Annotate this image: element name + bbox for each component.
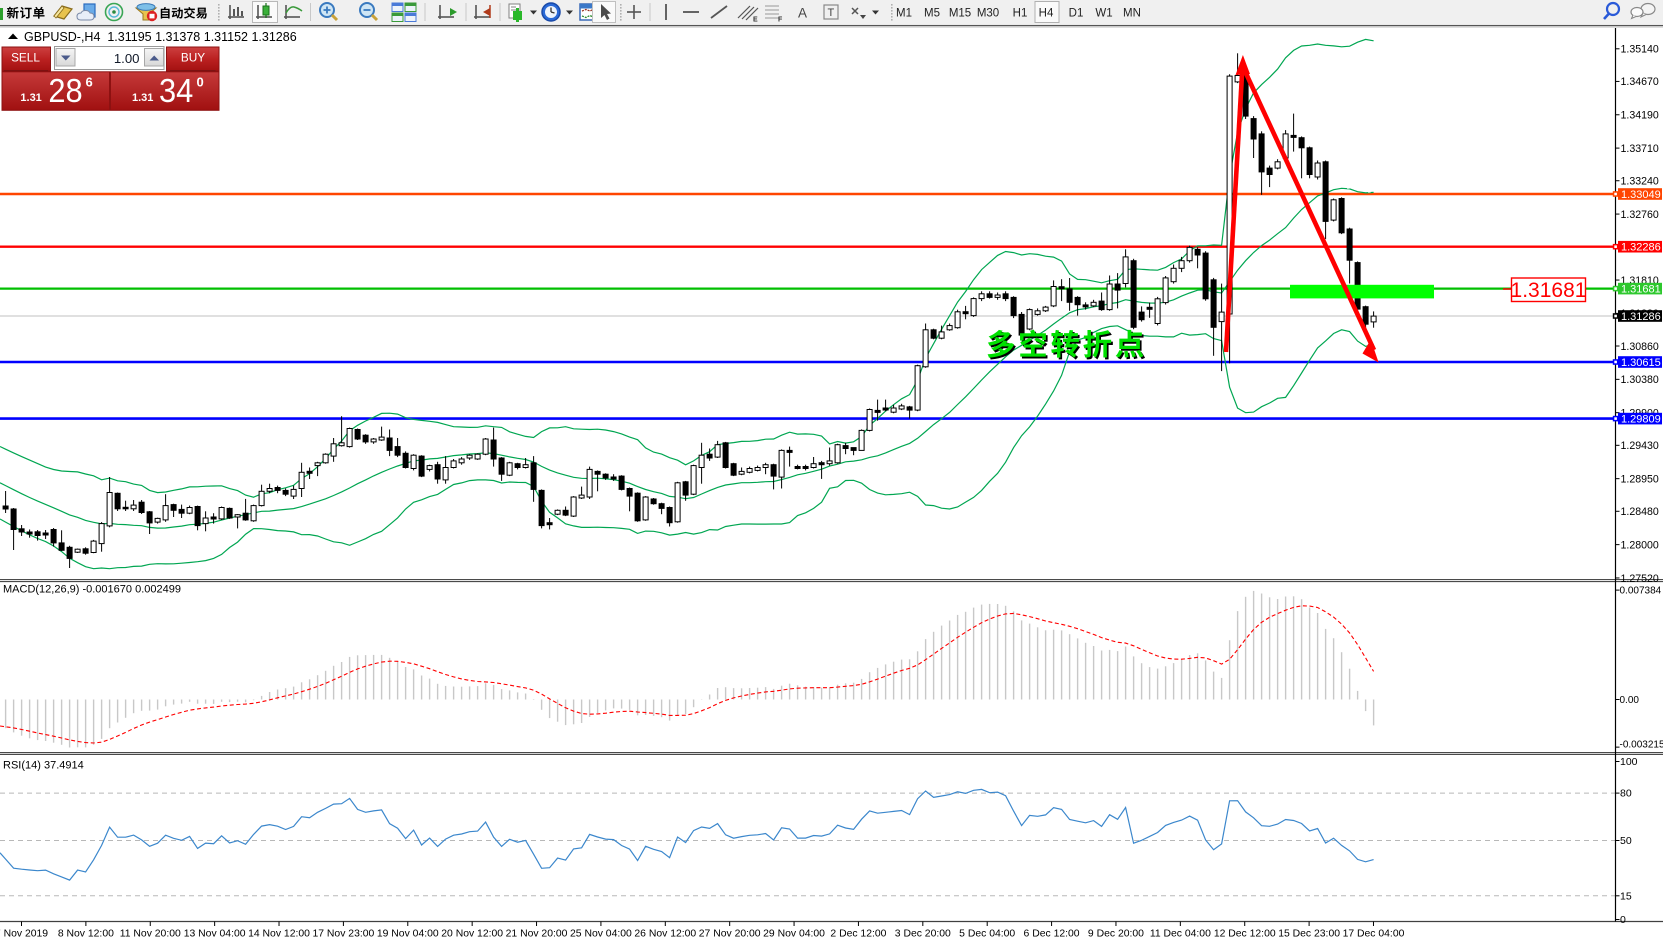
svg-text:H4: H4 bbox=[1039, 8, 1054, 20]
svg-text:1.29430: 1.29430 bbox=[1621, 440, 1659, 452]
svg-text:SELL: SELL bbox=[11, 51, 40, 65]
svg-text:GBPUSD-,H4 1.31195 1.31378 1.: GBPUSD-,H4 1.31195 1.31378 1.31152 1.312… bbox=[24, 30, 297, 44]
svg-text:0.007384: 0.007384 bbox=[1620, 586, 1662, 597]
svg-text:1.30860: 1.30860 bbox=[1621, 341, 1659, 353]
svg-text:17 Nov 23:00: 17 Nov 23:00 bbox=[312, 929, 374, 940]
svg-text:T: T bbox=[828, 7, 835, 19]
svg-text:1.34190: 1.34190 bbox=[1621, 110, 1659, 122]
svg-text:26 Nov 12:00: 26 Nov 12:00 bbox=[634, 929, 696, 940]
svg-text:1.33240: 1.33240 bbox=[1621, 176, 1659, 188]
svg-text:1.31: 1.31 bbox=[20, 92, 41, 104]
svg-text:6 Dec 12:00: 6 Dec 12:00 bbox=[1024, 929, 1080, 940]
svg-text:1.33049: 1.33049 bbox=[1621, 189, 1661, 201]
svg-text:E: E bbox=[753, 17, 758, 24]
svg-text:1.34670: 1.34670 bbox=[1621, 76, 1659, 88]
svg-text:80: 80 bbox=[1620, 788, 1632, 800]
svg-text:1.35140: 1.35140 bbox=[1621, 44, 1659, 56]
svg-text:M5: M5 bbox=[924, 8, 940, 20]
svg-text:1.31681: 1.31681 bbox=[1621, 284, 1661, 296]
svg-text:21 Nov 20:00: 21 Nov 20:00 bbox=[506, 929, 568, 940]
svg-text:1.31681: 1.31681 bbox=[1511, 279, 1587, 302]
svg-text:1.29809: 1.29809 bbox=[1621, 414, 1661, 426]
svg-text:1.00: 1.00 bbox=[114, 51, 140, 66]
svg-text:12 Dec 12:00: 12 Dec 12:00 bbox=[1214, 929, 1276, 940]
svg-text:A: A bbox=[798, 6, 807, 21]
svg-text:50: 50 bbox=[1620, 835, 1632, 847]
svg-text:14 Nov 12:00: 14 Nov 12:00 bbox=[248, 929, 310, 940]
svg-text:29 Nov 04:00: 29 Nov 04:00 bbox=[763, 929, 825, 940]
svg-text:0.00: 0.00 bbox=[1620, 695, 1640, 706]
svg-text:M1: M1 bbox=[896, 8, 912, 20]
svg-text:3 Dec 20:00: 3 Dec 20:00 bbox=[895, 929, 951, 940]
svg-text:M15: M15 bbox=[949, 8, 971, 20]
svg-text:19 Nov 04:00: 19 Nov 04:00 bbox=[377, 929, 439, 940]
svg-text:9 Dec 20:00: 9 Dec 20:00 bbox=[1088, 929, 1144, 940]
svg-text:1.31: 1.31 bbox=[132, 92, 153, 104]
svg-text:1.27520: 1.27520 bbox=[1621, 573, 1659, 585]
svg-text:11 Nov 20:00: 11 Nov 20:00 bbox=[120, 929, 181, 940]
svg-text:8 Nov 12:00: 8 Nov 12:00 bbox=[58, 929, 114, 940]
svg-text:1.30380: 1.30380 bbox=[1621, 374, 1659, 386]
svg-text:5 Dec 04:00: 5 Dec 04:00 bbox=[959, 929, 1015, 940]
svg-text:11 Dec 04:00: 11 Dec 04:00 bbox=[1150, 929, 1211, 940]
svg-text:25 Nov 04:00: 25 Nov 04:00 bbox=[570, 929, 632, 940]
svg-text:1.32286: 1.32286 bbox=[1621, 242, 1661, 254]
svg-text:1.32760: 1.32760 bbox=[1621, 209, 1659, 221]
svg-text:1.33710: 1.33710 bbox=[1621, 143, 1659, 155]
svg-text:MN: MN bbox=[1123, 8, 1141, 20]
svg-text:0: 0 bbox=[197, 75, 204, 90]
svg-text:H1: H1 bbox=[1013, 8, 1028, 20]
svg-text:D1: D1 bbox=[1069, 8, 1084, 20]
svg-text:28: 28 bbox=[48, 72, 82, 109]
svg-text:W1: W1 bbox=[1095, 8, 1112, 20]
svg-text:-0.003215: -0.003215 bbox=[1620, 740, 1663, 751]
svg-text:1.30615: 1.30615 bbox=[1621, 357, 1661, 369]
svg-text:17 Dec 04:00: 17 Dec 04:00 bbox=[1343, 929, 1405, 940]
svg-text:1.28950: 1.28950 bbox=[1621, 473, 1659, 485]
svg-text:13 Nov 04:00: 13 Nov 04:00 bbox=[184, 929, 246, 940]
svg-text:1.28480: 1.28480 bbox=[1621, 506, 1659, 518]
svg-text:BUY: BUY bbox=[181, 51, 205, 65]
svg-text:2 Dec 12:00: 2 Dec 12:00 bbox=[830, 929, 886, 940]
svg-text:15: 15 bbox=[1620, 890, 1632, 902]
svg-text:0: 0 bbox=[1620, 914, 1626, 926]
svg-text:F: F bbox=[778, 17, 783, 24]
svg-text:RSI(14) 37.4914: RSI(14) 37.4914 bbox=[3, 760, 84, 772]
svg-text:1.31286: 1.31286 bbox=[1621, 311, 1661, 323]
svg-text:7 Nov 2019: 7 Nov 2019 bbox=[0, 929, 48, 940]
svg-text:27 Nov 20:00: 27 Nov 20:00 bbox=[699, 929, 761, 940]
svg-text:34: 34 bbox=[159, 72, 193, 109]
svg-text:20 Nov 12:00: 20 Nov 12:00 bbox=[441, 929, 503, 940]
svg-text:1.28000: 1.28000 bbox=[1621, 539, 1659, 551]
svg-text:M30: M30 bbox=[977, 8, 999, 20]
svg-text:MACD(12,26,9) -0.001670 0.0024: MACD(12,26,9) -0.001670 0.002499 bbox=[3, 584, 181, 596]
svg-text:6: 6 bbox=[86, 75, 93, 90]
svg-text:100: 100 bbox=[1620, 756, 1638, 768]
svg-text:15 Dec 23:00: 15 Dec 23:00 bbox=[1278, 929, 1340, 940]
